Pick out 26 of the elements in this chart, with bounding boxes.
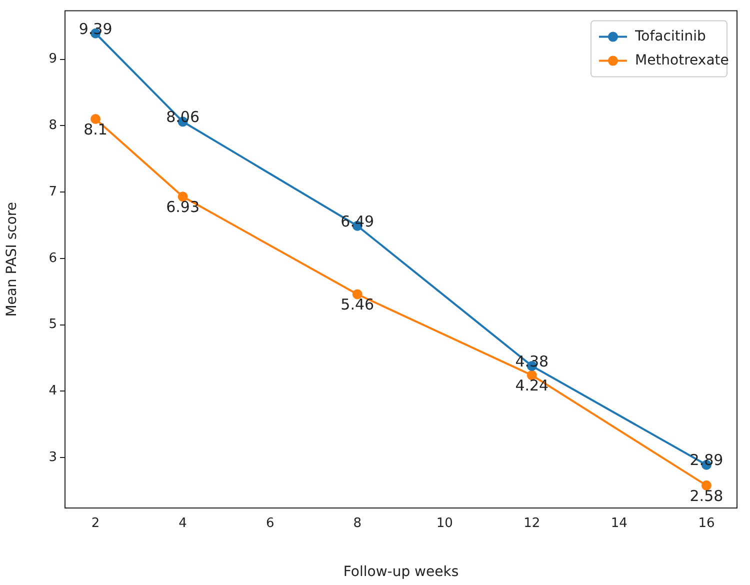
data-label: 6.93 bbox=[166, 198, 200, 216]
x-tick-label: 12 bbox=[524, 516, 540, 532]
y-tick-label: 5 bbox=[48, 317, 57, 332]
y-tick-label: 7 bbox=[48, 184, 57, 200]
x-tick-label: 8 bbox=[353, 516, 362, 532]
y-tick-label: 9 bbox=[48, 52, 57, 67]
data-label: 8.1 bbox=[84, 120, 108, 138]
y-axis-title: Mean PASI score bbox=[4, 202, 20, 317]
x-tick-label: 6 bbox=[266, 516, 274, 532]
x-axis-title: Follow-up weeks bbox=[343, 564, 459, 580]
data-label: 2.58 bbox=[690, 486, 724, 505]
y-tick-label: 4 bbox=[48, 384, 57, 399]
x-tick-label: 10 bbox=[436, 516, 453, 532]
data-label: 4.24 bbox=[515, 376, 549, 395]
data-label: 5.46 bbox=[340, 296, 374, 314]
legend-label: Methotrexate bbox=[635, 52, 729, 68]
x-tick-label: 16 bbox=[698, 516, 715, 532]
y-tick-label: 8 bbox=[48, 118, 57, 134]
x-tick-label: 14 bbox=[610, 516, 628, 532]
point bbox=[701, 480, 712, 490]
legend-label: Tofacitinib bbox=[634, 28, 706, 44]
x-tick-label: 2 bbox=[91, 516, 100, 532]
data-label: 9.39 bbox=[78, 20, 112, 38]
y-tick-label: 3 bbox=[48, 450, 57, 465]
x-tick-label: 4 bbox=[178, 516, 187, 532]
y-tick-label: 6 bbox=[48, 250, 57, 266]
